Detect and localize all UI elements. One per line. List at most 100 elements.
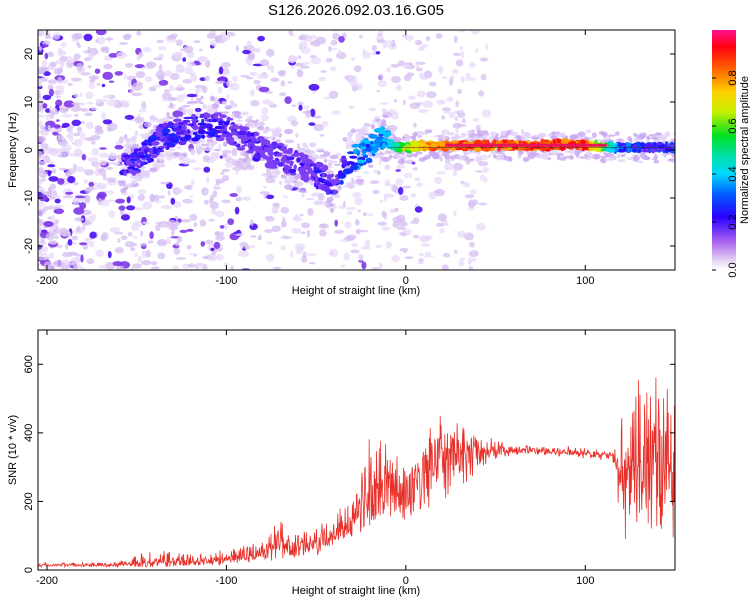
- halo-blob: [309, 142, 316, 147]
- noise-blob: [125, 63, 134, 68]
- noise-blob: [183, 45, 194, 53]
- noise-blob: [344, 221, 352, 229]
- noise-blob: [336, 51, 347, 60]
- halo-blob: [403, 137, 411, 143]
- halo-blob: [213, 140, 219, 145]
- noise-blob: [210, 247, 215, 251]
- snr-plot-area: [38, 377, 675, 569]
- halo-blob: [501, 137, 506, 141]
- y-tick-label: 0: [23, 567, 35, 573]
- ridge-blob: [308, 163, 316, 167]
- halo-blob: [379, 123, 388, 127]
- noise-blob: [392, 216, 403, 224]
- noise-blob: [181, 218, 191, 223]
- noise-blob: [90, 107, 97, 111]
- noise-blob: [175, 69, 184, 73]
- noise-blob: [310, 40, 316, 46]
- halo-blob: [446, 132, 455, 136]
- noise-blob: [192, 167, 203, 171]
- halo-blob: [325, 200, 332, 204]
- noise-blob: [414, 206, 423, 213]
- ridge-blob: [301, 158, 306, 164]
- noise-blob: [83, 33, 93, 42]
- noise-blob: [56, 244, 63, 248]
- noise-blob: [470, 189, 477, 195]
- noise-blob: [301, 255, 308, 263]
- noise-blob: [83, 179, 88, 184]
- noise-blob: [307, 207, 314, 216]
- spectral-ridge: [119, 112, 675, 195]
- ridge-blob: [309, 168, 313, 175]
- ridge-blob: [277, 162, 284, 167]
- halo-blob: [198, 101, 204, 104]
- noise-blob: [140, 230, 144, 237]
- halo-blob: [206, 138, 213, 143]
- noise-blob: [461, 118, 466, 124]
- noise-blob: [193, 265, 202, 269]
- noise-blob: [235, 167, 239, 176]
- noise-blob: [435, 222, 444, 227]
- noise-blob: [64, 170, 72, 177]
- noise-blob: [230, 265, 234, 270]
- noise-blob: [354, 197, 363, 206]
- halo-blob: [568, 155, 574, 160]
- noise-blob: [73, 53, 81, 60]
- halo-blob: [270, 177, 276, 184]
- noise-blob: [79, 202, 87, 210]
- noise-blob: [439, 228, 445, 234]
- noise-blob: [441, 107, 451, 112]
- noise-blob: [415, 39, 423, 46]
- ridge-blob: [552, 139, 556, 145]
- halo-blob: [116, 163, 125, 167]
- noise-blob: [298, 41, 308, 49]
- noise-blob: [258, 121, 265, 127]
- noise-blob: [107, 251, 112, 259]
- noise-blob: [268, 65, 275, 70]
- noise-blob: [118, 205, 126, 211]
- ridge-blob: [155, 141, 160, 145]
- noise-blob: [460, 51, 465, 59]
- ridge-blob: [199, 115, 205, 119]
- ridge-blob: [655, 142, 663, 146]
- ridge-blob: [182, 126, 187, 130]
- noise-blob: [459, 46, 464, 51]
- noise-blob: [416, 90, 426, 98]
- noise-blob: [207, 254, 218, 262]
- noise-blob: [161, 92, 172, 100]
- noise-blob: [479, 57, 489, 62]
- noise-blob: [47, 125, 51, 131]
- halo-blob: [284, 128, 294, 135]
- noise-blob: [105, 37, 114, 41]
- noise-blob: [112, 261, 123, 267]
- noise-blob: [375, 244, 383, 248]
- noise-blob: [189, 74, 198, 82]
- ridge-blob: [626, 146, 631, 154]
- halo-blob: [347, 131, 353, 138]
- halo-blob: [195, 97, 199, 103]
- ridge-blob: [162, 145, 168, 148]
- noise-blob: [390, 63, 400, 68]
- noise-blob: [387, 150, 397, 154]
- colorbar-label: Normalized spectral amplitude: [739, 76, 750, 224]
- noise-blob: [54, 235, 59, 240]
- noise-blob: [204, 75, 210, 81]
- noise-blob: [158, 74, 164, 81]
- ridge-blob: [370, 141, 374, 145]
- halo-blob: [166, 112, 170, 117]
- halo-blob: [276, 169, 280, 175]
- ridge-blob: [259, 146, 264, 150]
- ridge-blob: [356, 150, 360, 157]
- noise-blob: [193, 60, 200, 64]
- ridge-blob: [173, 118, 182, 123]
- ridge-blob: [294, 152, 303, 156]
- ridge-blob: [251, 136, 256, 141]
- ridge-blob: [168, 133, 178, 138]
- noise-blob: [40, 143, 49, 150]
- noise-blob: [53, 259, 64, 268]
- noise-blob: [96, 185, 107, 190]
- halo-blob: [271, 137, 276, 141]
- noise-blob: [102, 119, 113, 125]
- ridge-blob: [396, 148, 401, 153]
- spectrogram-y-axis-label: Frequency (Hz): [7, 112, 19, 188]
- halo-blob: [520, 133, 529, 140]
